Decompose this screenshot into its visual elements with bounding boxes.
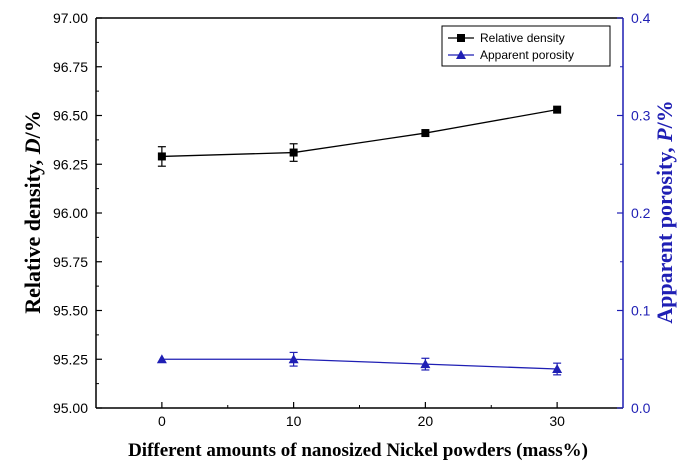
data-point [421, 129, 430, 138]
right-tick-label: 0.2 [631, 205, 651, 221]
legend-label: Relative density [480, 31, 565, 45]
right-tick-label: 0.0 [631, 400, 651, 416]
series-apparent-porosity [156, 351, 563, 376]
left-axis-title-main: Relative density, [20, 154, 45, 314]
legend-box [441, 25, 611, 67]
right-axis-ticks: 0.0 0.1 0.2 0.3 0.4 [617, 10, 651, 416]
left-tick-label: 95.50 [53, 303, 88, 319]
right-axis-title-symbol: P [652, 128, 677, 143]
left-tick-label: 95.75 [53, 254, 88, 270]
x-axis-ticks: 0 10 20 30 [158, 402, 565, 429]
legend-marker [456, 50, 466, 59]
left-tick-label: 96.50 [53, 108, 88, 124]
x-tick-label: 0 [158, 413, 166, 429]
left-tick-label: 97.00 [53, 10, 88, 26]
data-point [288, 354, 299, 364]
right-axis-title-main: Apparent porosity, [652, 142, 677, 324]
series-line [161, 358, 558, 370]
legend: Relative density Apparent porosity [441, 25, 611, 67]
data-point [289, 148, 298, 157]
data-point [553, 105, 562, 114]
x-tick-label: 30 [549, 413, 565, 429]
plot-frame [95, 17, 624, 409]
x-tick-label: 20 [418, 413, 434, 429]
data-point [552, 364, 563, 373]
data-point [156, 354, 167, 364]
legend-marker [457, 34, 465, 42]
legend-label: Apparent porosity [480, 48, 574, 62]
left-tick-label: 96.00 [53, 205, 88, 221]
left-axis-ticks: 95.00 95.25 95.50 95.75 96.00 96.25 96.50 96.75… [53, 10, 102, 416]
right-axis-title-unit: /% [652, 100, 677, 129]
right-tick-label: 0.3 [631, 108, 651, 124]
left-tick-label: 95.25 [53, 351, 88, 367]
right-axis-title: Apparent porosity, P/% [652, 100, 677, 324]
left-tick-label: 95.00 [53, 400, 88, 416]
legend-entry: Apparent porosity [448, 48, 574, 62]
right-tick-label: 0.1 [631, 303, 651, 319]
left-axis-title: Relative density, D/% [20, 110, 45, 314]
data-point [157, 152, 166, 161]
series-layer [156, 105, 563, 376]
x-axis-title: Different amounts of nanosized Nickel po… [128, 440, 588, 461]
x-tick-label: 10 [286, 413, 302, 429]
series-line [161, 109, 558, 158]
legend-entry: Relative density [448, 31, 565, 45]
left-axis-title-symbol: D [20, 138, 45, 155]
left-tick-label: 96.25 [53, 156, 88, 172]
left-tick-label: 96.75 [53, 59, 88, 75]
right-tick-label: 0.4 [631, 10, 651, 26]
data-point [420, 359, 431, 369]
left-axis-title-unit: /% [20, 110, 45, 139]
series-relative-density [157, 105, 562, 167]
